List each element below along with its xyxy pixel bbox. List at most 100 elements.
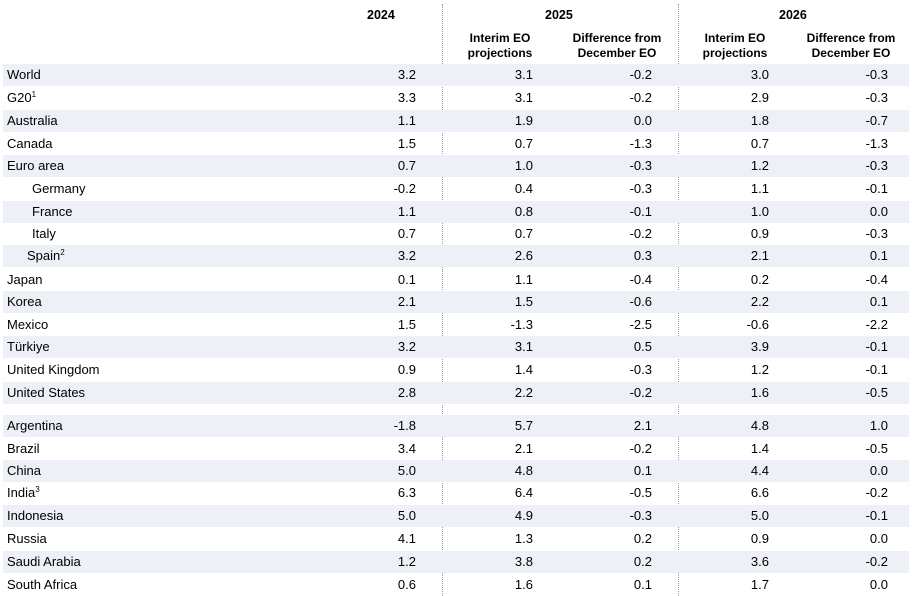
table-row: South Africa 0.6 1.6 0.1 1.7 0.0	[3, 574, 909, 596]
table-cell: 5.0	[750, 508, 769, 523]
row-label: Mexico	[7, 314, 48, 336]
row-label-text: Brazil	[7, 441, 40, 456]
table-cell: -0.3	[865, 90, 888, 105]
table-cell: 0.2	[750, 272, 769, 287]
table-cell: 0.7	[397, 158, 416, 173]
row-label-text: Saudi Arabia	[7, 554, 81, 569]
table-cell: 2.8	[397, 385, 416, 400]
row-label: Saudi Arabia	[7, 551, 81, 573]
row-label-text: Indonesia	[7, 508, 64, 523]
row-label: South Africa	[7, 574, 77, 596]
row-label: G201	[7, 87, 36, 109]
table-cell: -0.1	[865, 362, 888, 377]
table-cell: 2.1	[633, 418, 652, 433]
header-interim-2026-line2: projections	[702, 46, 768, 60]
table-cell: -1.3	[510, 317, 533, 332]
table-cell: 0.9	[750, 226, 769, 241]
table-cell: -2.2	[865, 317, 888, 332]
row-label: India3	[7, 482, 40, 504]
table-cell: 5.0	[397, 463, 416, 478]
row-label: United States	[7, 382, 85, 404]
table-cell: 0.0	[633, 113, 652, 128]
header-interim-2025: Interim EO projections	[455, 31, 545, 61]
table-row: Saudi Arabia 1.2 3.8 0.2 3.6 -0.2	[3, 551, 909, 573]
table-row: Spain2 3.2 2.6 0.3 2.1 0.1	[3, 245, 909, 267]
table-cell: 3.0	[750, 67, 769, 82]
table-cell: 0.2	[633, 554, 652, 569]
footnote-marker: 2	[60, 248, 65, 257]
header-diff-2025: Difference from December EO	[562, 31, 672, 61]
table-cell: 4.8	[750, 418, 769, 433]
table-cell: 0.1	[869, 248, 888, 263]
table-cell: 0.5	[633, 339, 652, 354]
table-cell: 2.2	[514, 385, 533, 400]
table-cell: 0.0	[869, 204, 888, 219]
table-cell: -0.6	[629, 294, 652, 309]
header-diff-2025-line2: December EO	[577, 46, 657, 60]
table-row: Australia 1.1 1.9 0.0 1.8 -0.7	[3, 110, 909, 132]
table-cell: 0.1	[633, 577, 652, 592]
table-row: United Kingdom 0.9 1.4 -0.3 1.2 -0.1	[3, 359, 909, 381]
table-cell: -0.2	[629, 441, 652, 456]
header-diff-2026: Difference from December EO	[796, 31, 906, 61]
table-cell: -0.3	[865, 67, 888, 82]
table-cell: 2.1	[397, 294, 416, 309]
table-cell: 0.3	[633, 248, 652, 263]
table-cell: -0.2	[629, 385, 652, 400]
table-cell: 0.0	[869, 531, 888, 546]
header-interim-2026: Interim EO projections	[690, 31, 780, 61]
row-label-text: Korea	[7, 294, 42, 309]
table-cell: 1.1	[514, 272, 533, 287]
row-label-text: Italy	[32, 226, 56, 241]
table-cell: 1.6	[514, 577, 533, 592]
table-cell: 1.2	[750, 362, 769, 377]
table-cell: 1.5	[514, 294, 533, 309]
table-cell: 1.1	[397, 113, 416, 128]
row-label: Germany	[32, 178, 85, 200]
table-cell: -0.2	[865, 554, 888, 569]
row-label: Russia	[7, 528, 47, 550]
table-row: Italy 0.7 0.7 -0.2 0.9 -0.3	[3, 223, 909, 245]
table-cell: 0.7	[750, 136, 769, 151]
table-cell: 1.5	[397, 136, 416, 151]
row-label: France	[32, 201, 72, 223]
footnote-marker: 1	[31, 90, 37, 99]
table-cell: 5.7	[514, 418, 533, 433]
table-cell: 6.4	[514, 485, 533, 500]
table-cell: 0.1	[397, 272, 416, 287]
table-cell: -1.8	[393, 418, 416, 433]
table-cell: -1.3	[865, 136, 888, 151]
table-cell: 1.2	[750, 158, 769, 173]
row-label-text: United Kingdom	[7, 362, 100, 377]
table-cell: 6.6	[750, 485, 769, 500]
table-cell: 3.4	[397, 441, 416, 456]
row-label-text: South Africa	[7, 577, 78, 592]
table-cell: 1.9	[514, 113, 533, 128]
table-cell: 0.7	[514, 226, 533, 241]
table-row: Mexico 1.5 -1.3 -2.5 -0.6 -2.2	[3, 314, 909, 336]
table-cell: 0.8	[514, 204, 533, 219]
row-label: Italy	[32, 223, 56, 245]
row-label-text: Mexico	[7, 317, 49, 332]
table-cell: -0.4	[629, 272, 652, 287]
row-label: Spain2	[27, 245, 65, 267]
table-cell: 6.3	[397, 485, 416, 500]
table-cell: 0.7	[397, 226, 416, 241]
table-row: Türkiye 3.2 3.1 0.5 3.9 -0.1	[3, 336, 909, 358]
table-cell: 3.2	[397, 339, 416, 354]
table-cell: 1.0	[869, 418, 888, 433]
table-cell: 3.8	[514, 554, 533, 569]
row-label-text: Euro area	[7, 158, 65, 173]
table-row: United States 2.8 2.2 -0.2 1.6 -0.5	[3, 382, 909, 404]
table-cell: 1.7	[750, 577, 769, 592]
table-cell: 4.1	[397, 531, 416, 546]
row-label: United Kingdom	[7, 359, 100, 381]
table-cell: -0.1	[865, 508, 888, 523]
table-cell: 0.1	[869, 294, 888, 309]
table-row: Indonesia 5.0 4.9 -0.3 5.0 -0.1	[3, 505, 909, 527]
table-cell: -1.3	[629, 136, 652, 151]
table-row: Argentina -1.8 5.7 2.1 4.8 1.0	[3, 415, 909, 437]
header-interim-2026-line1: Interim EO	[704, 31, 766, 45]
table-cell: 3.2	[397, 67, 416, 82]
table-cell: 3.6	[750, 554, 769, 569]
